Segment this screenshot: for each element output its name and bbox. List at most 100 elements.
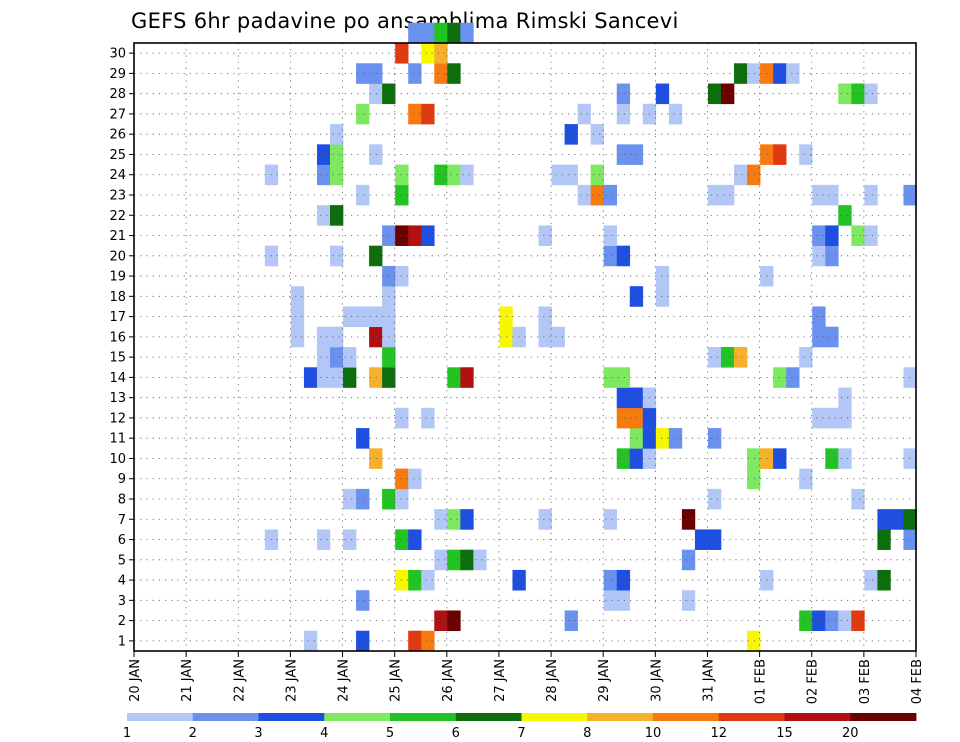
colorbar-label: 3	[254, 726, 262, 741]
heatmap-cell	[825, 245, 839, 267]
x-tick-label: 31 JAN	[701, 659, 716, 702]
heatmap-cell	[655, 265, 670, 287]
colorbar-label: 8	[583, 726, 591, 741]
heatmap-cell	[369, 367, 383, 388]
x-tick-label: 04 FEB	[910, 659, 925, 704]
heatmap-cell	[668, 428, 683, 449]
heatmap-cell	[395, 488, 409, 510]
heatmap-cell	[655, 428, 670, 449]
heatmap-cell	[356, 103, 370, 125]
heatmap-cell	[812, 326, 826, 348]
heatmap-cell	[447, 509, 461, 530]
heatmap-cell	[877, 529, 891, 550]
heatmap-cell	[395, 43, 409, 64]
heatmap-cell	[734, 347, 748, 368]
heatmap-cell	[681, 509, 696, 530]
heatmap-cell	[303, 367, 318, 388]
heatmap-cell	[330, 367, 344, 388]
y-tick-label: 24	[109, 168, 126, 183]
heatmap-cell	[330, 245, 344, 267]
heatmap-cell	[838, 205, 852, 226]
heatmap-cell	[825, 184, 839, 206]
heatmap-cell	[473, 549, 487, 571]
colorbar-label: 7	[517, 726, 525, 741]
heatmap-cell	[395, 569, 409, 591]
heatmap-cell	[681, 549, 696, 571]
heatmap-cell	[447, 63, 461, 84]
heatmap-cell	[707, 184, 722, 206]
heatmap-cell	[538, 509, 552, 530]
heatmap-cell	[590, 124, 604, 145]
heatmap-cell	[290, 286, 305, 307]
heatmap-cell	[564, 124, 578, 145]
heatmap-cell	[343, 306, 357, 328]
heatmap-cell	[408, 22, 422, 44]
heatmap-cell	[551, 326, 565, 348]
heatmap-cell	[330, 164, 344, 186]
heatmap-cell	[564, 610, 578, 632]
heatmap-cell	[395, 164, 409, 186]
heatmap-cell	[395, 468, 409, 490]
heatmap-cell	[290, 326, 305, 348]
heatmap-cell	[681, 590, 696, 611]
heatmap-cell	[356, 630, 370, 652]
colorbar-swatch	[127, 713, 194, 721]
colorbar-swatch	[850, 713, 917, 721]
heatmap-cell	[838, 387, 852, 409]
heatmap-cell	[303, 630, 318, 652]
colorbar-swatch	[258, 713, 325, 721]
heatmap-cell	[447, 22, 461, 44]
y-tick-label: 4	[118, 574, 126, 589]
y-tick-label: 25	[109, 148, 126, 163]
heatmap-cell	[747, 448, 761, 469]
heatmap-cell	[812, 407, 826, 429]
heatmap-cell	[707, 347, 722, 368]
heatmap-cell	[330, 347, 344, 368]
heatmap-cell	[316, 367, 331, 388]
y-tick-label: 30	[109, 47, 126, 62]
heatmap-cell	[343, 529, 357, 550]
heatmap-cell	[408, 468, 422, 490]
heatmap-cell	[460, 367, 474, 388]
x-tick-label: 26 JAN	[441, 659, 456, 702]
heatmap-cell	[838, 83, 852, 105]
heatmap-cell	[369, 83, 383, 105]
heatmap-cell	[434, 610, 448, 632]
colorbar-swatch	[324, 713, 391, 721]
colorbar-label: 15	[776, 726, 793, 741]
y-tick-label: 3	[118, 594, 126, 609]
y-axis-ticks: 1234567891011121314151617181920212223242…	[109, 47, 134, 649]
heatmap-cell	[408, 103, 422, 125]
heatmap-cell	[408, 225, 422, 246]
y-tick-label: 16	[109, 330, 126, 345]
x-tick-label: 03 FEB	[858, 659, 873, 704]
heatmap-cell	[812, 245, 826, 267]
heatmap-cell	[369, 326, 383, 348]
heatmap-cell	[838, 407, 852, 429]
heatmap-cell	[825, 448, 839, 469]
y-tick-label: 6	[118, 533, 126, 548]
x-tick-label: 02 FEB	[806, 659, 821, 704]
heatmap-cell	[616, 144, 631, 165]
heatmap-cell	[603, 509, 618, 530]
heatmap-cell	[825, 225, 839, 246]
y-tick-label: 18	[109, 290, 126, 305]
heatmap-cell	[877, 569, 891, 591]
heatmap-cell	[707, 428, 722, 449]
heatmap-cell	[864, 83, 878, 105]
heatmap-cell	[369, 63, 383, 84]
colorbar-label: 10	[645, 726, 662, 741]
y-tick-label: 17	[109, 310, 126, 325]
heatmap-cell	[316, 529, 331, 550]
heatmap-cell	[356, 184, 370, 206]
y-tick-label: 5	[118, 553, 126, 568]
heatmap-cell	[460, 549, 474, 571]
heatmap-cell	[747, 468, 761, 490]
heatmap-cell	[447, 610, 461, 632]
heatmap-cell	[369, 245, 383, 267]
colorbar-label: 12	[710, 726, 727, 741]
heatmap-cell	[590, 164, 604, 186]
heatmap-cell	[395, 529, 409, 550]
heatmap-cell	[577, 103, 591, 125]
